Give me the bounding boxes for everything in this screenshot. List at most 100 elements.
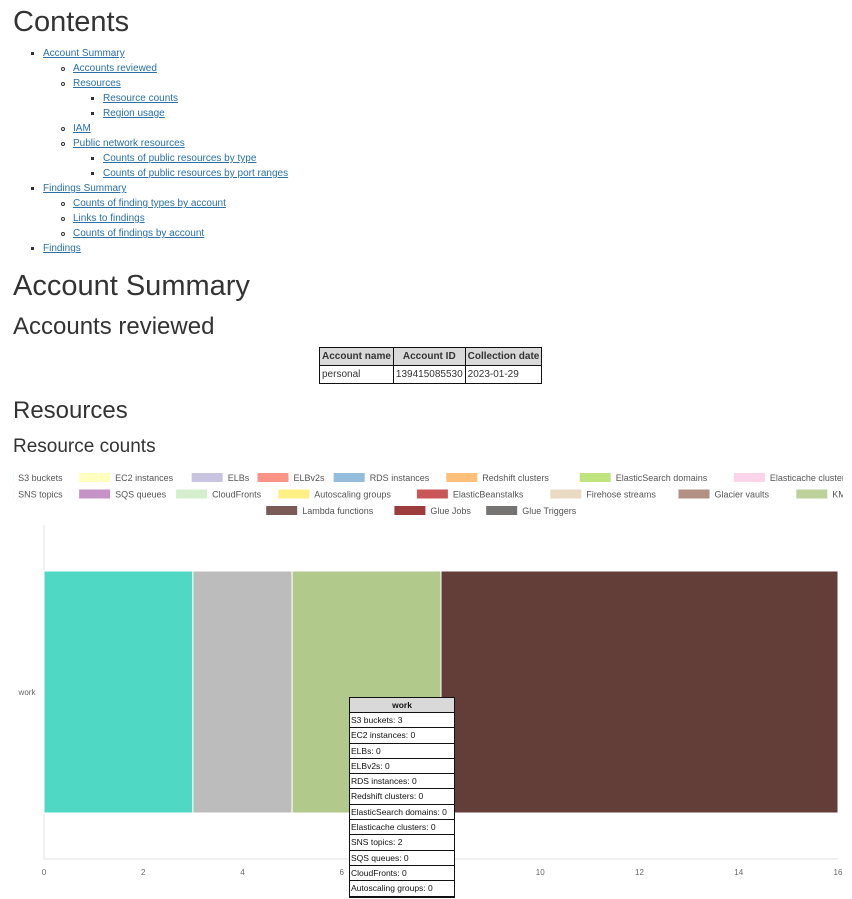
legend-label: ELBv2s: [294, 473, 326, 483]
toc-link[interactable]: Resource counts: [103, 93, 179, 104]
legend-swatch: [176, 489, 208, 499]
toc-link[interactable]: Links to findings: [73, 213, 145, 224]
bar-segment: [43, 570, 194, 814]
bar-segment: [440, 570, 839, 814]
legend-swatch: [394, 506, 426, 515]
tooltip-row: EC2 instances: 0: [350, 728, 454, 744]
legend-label: EC2 instances: [115, 473, 174, 483]
legend-swatch: [550, 489, 582, 499]
legend-swatch: [191, 473, 223, 482]
accounts-table-header: Collection date: [464, 347, 543, 366]
legend-swatch: [416, 489, 448, 499]
toc-bullet-icon: [61, 127, 65, 131]
toc-link[interactable]: Account Summary: [43, 48, 125, 59]
table-row: personal 139415085530 2023-01-29: [319, 365, 543, 384]
accounts-table: Account name Account ID Collection date pe…: [319, 347, 543, 384]
toc-link[interactable]: Findings Summary: [43, 183, 127, 194]
toc-link[interactable]: Counts of finding types by account: [73, 198, 226, 209]
table-cell: personal: [319, 365, 394, 384]
table-cell: 2023-01-29: [464, 365, 543, 384]
x-tick-label: 0: [42, 868, 47, 877]
legend-swatch: [579, 473, 611, 482]
legend-label: Glue Jobs: [430, 506, 471, 516]
tooltip-row: CloudFronts: 0: [350, 866, 454, 882]
legend-swatch: [278, 489, 310, 499]
tooltip-row: SQS queues: 0: [350, 851, 454, 866]
toc-bullet-icon: [91, 112, 94, 115]
toc-bullet-icon: [31, 187, 34, 190]
accounts-table-header: Account name: [319, 347, 394, 366]
legend-label: ElasticBeanstalks: [453, 490, 524, 500]
tooltip-title: work: [350, 698, 454, 713]
x-tick-label: 14: [734, 868, 743, 877]
tooltip-row: S3 buckets: 3: [350, 713, 454, 729]
toc-link[interactable]: Accounts reviewed: [73, 63, 157, 74]
tooltip-row: SNS topics: 2: [350, 835, 454, 851]
toc-item: Counts of finding types by account: [13, 196, 288, 211]
table-of-contents: Account Summary Accounts reviewed Resource…: [13, 46, 288, 256]
legend-label: CloudFronts: [212, 490, 262, 500]
legend-label: Elasticache clusters: [770, 473, 843, 483]
toc-item: Resource counts: [13, 91, 288, 106]
legend-swatch: [733, 473, 765, 482]
legend-label: KMS keys: [832, 490, 843, 500]
legend-label: Redshift clusters: [482, 473, 549, 483]
accounts-reviewed-heading: Accounts reviewed: [13, 313, 215, 340]
toc-link[interactable]: Region usage: [103, 108, 165, 119]
toc-item: Region usage: [13, 106, 288, 121]
legend-swatch: [796, 489, 828, 499]
toc-link[interactable]: Findings: [43, 243, 81, 254]
legend-label: Glue Triggers: [522, 506, 577, 516]
tooltip-row: ELBs: 0: [350, 744, 454, 759]
accounts-table-body: personal 139415085530 2023-01-29: [319, 365, 543, 384]
toc-bullet-icon: [61, 202, 65, 206]
legend-swatch: [333, 473, 365, 482]
account-summary-heading: Account Summary: [13, 270, 250, 302]
x-tick-label: 2: [141, 868, 146, 877]
legend-label: ElasticSearch domains: [616, 473, 708, 483]
legend-swatch: [486, 506, 518, 515]
accounts-table-header: Account ID: [392, 347, 466, 366]
x-tick-label: 6: [340, 868, 345, 877]
toc-link[interactable]: Counts of findings by account: [73, 228, 205, 239]
legend-swatch: [678, 489, 710, 499]
legend-swatch: [266, 506, 298, 515]
legend-label: Glacier vaults: [715, 490, 770, 500]
toc-item: Links to findings: [13, 211, 288, 226]
toc-item: Findings Summary: [13, 181, 288, 196]
legend-label: SQS queues: [115, 490, 167, 500]
toc-link[interactable]: Counts of public resources by type: [103, 153, 257, 164]
toc-item: Counts of public resources by port range…: [13, 166, 288, 181]
legend-label: Lambda functions: [302, 506, 374, 516]
toc-item: Counts of findings by account: [13, 226, 288, 241]
legend-swatch: [79, 489, 111, 499]
toc-bullet-icon: [61, 67, 65, 71]
legend-label: ELBs: [228, 473, 250, 483]
toc-bullet-icon: [31, 247, 34, 250]
resource-counts-heading: Resource counts: [13, 436, 156, 457]
tooltip-row: ElasticSearch domains: 0: [350, 805, 454, 821]
toc-bullet-icon: [61, 142, 65, 146]
toc-link[interactable]: Counts of public resources by port range…: [103, 168, 289, 179]
toc-link[interactable]: Resources: [73, 78, 121, 89]
toc-bullet-icon: [61, 217, 65, 221]
legend-label: S3 buckets: [18, 473, 63, 483]
tooltip-row: ELBv2s: 0: [350, 759, 454, 775]
toc-link[interactable]: Public network resources: [73, 138, 185, 149]
toc-bullet-icon: [61, 232, 65, 236]
legend-swatch: [79, 473, 111, 482]
toc-bullet-icon: [31, 52, 34, 55]
contents-heading: Contents: [13, 6, 130, 38]
tooltip-row: RDS instances: 0: [350, 774, 454, 790]
toc-bullet-icon: [91, 172, 94, 175]
accounts-table-header-row: Account name Account ID Collection date: [319, 347, 543, 366]
toc-link[interactable]: IAM: [73, 123, 91, 134]
toc-item: Counts of public resources by type: [13, 151, 288, 166]
legend-label: Autoscaling groups: [314, 490, 391, 500]
legend-label: RDS instances: [370, 473, 430, 483]
table-cell: 139415085530: [392, 365, 466, 384]
x-tick-label: 10: [536, 868, 545, 877]
toc-item: Resources: [13, 76, 288, 91]
x-tick-label: 4: [240, 868, 245, 877]
category-label: work: [18, 688, 37, 697]
